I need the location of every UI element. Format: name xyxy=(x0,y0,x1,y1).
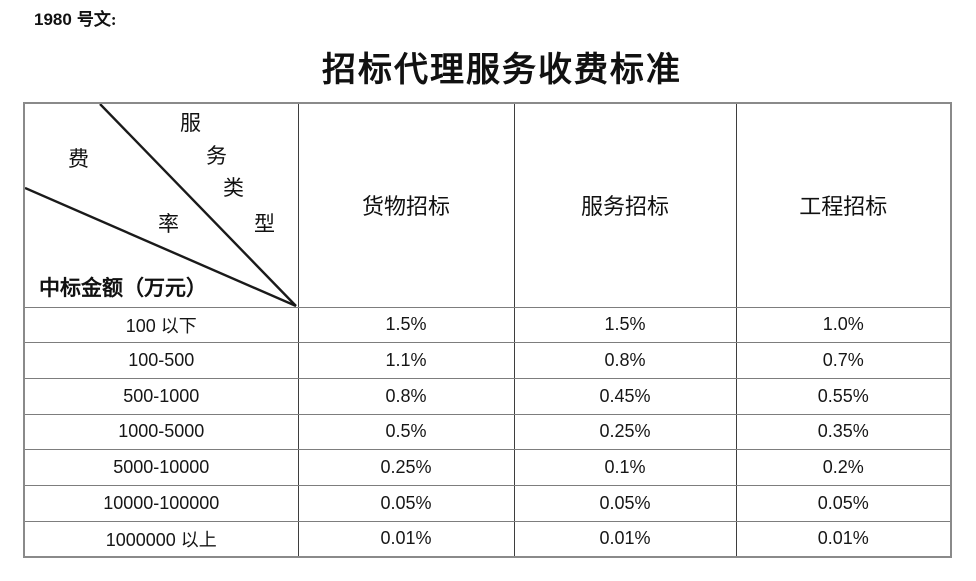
axis-top-char: 务 xyxy=(206,144,227,168)
row-label: 10000-100000 xyxy=(23,484,299,522)
column-header-services: 服务招标 xyxy=(513,102,737,308)
table-cell: 1.5% xyxy=(297,306,515,344)
diagonal-lines xyxy=(25,104,297,306)
table-cell: 0.01% xyxy=(297,520,515,558)
table-cell: 0.01% xyxy=(735,520,952,558)
doc-number-label: 1980 号文: xyxy=(34,5,117,30)
table-cell: 0.05% xyxy=(513,484,737,522)
row-label: 100 以下 xyxy=(23,306,299,344)
table-row: 5000-10000 0.25% 0.1% 0.2% xyxy=(23,449,952,486)
table-row: 100-500 1.1% 0.8% 0.7% xyxy=(23,342,952,379)
table-cell: 1.1% xyxy=(297,342,515,379)
table-cell: 0.01% xyxy=(513,520,737,558)
table-cell: 0.35% xyxy=(735,413,952,451)
table-cell: 1.0% xyxy=(735,306,952,344)
table-cell: 0.5% xyxy=(297,413,515,451)
axis-left-char: 费 xyxy=(68,147,89,171)
column-header-engineering: 工程招标 xyxy=(735,102,952,308)
row-label: 100-500 xyxy=(23,342,299,379)
diagonal-line-upper xyxy=(99,104,297,306)
row-label: 500-1000 xyxy=(23,377,299,415)
axis-top-char: 型 xyxy=(254,212,275,236)
doc-number: 1980 xyxy=(34,10,72,29)
table-cell: 0.1% xyxy=(513,449,737,486)
table-row: 500-1000 0.8% 0.45% 0.55% xyxy=(23,377,952,415)
table-cell: 0.8% xyxy=(297,377,515,415)
row-label: 1000000 以上 xyxy=(23,520,299,558)
diagonal-line-lower xyxy=(25,186,297,306)
doc-number-suffix: 号文: xyxy=(76,10,117,29)
table-cell: 0.05% xyxy=(735,484,952,522)
table-row: 10000-100000 0.05% 0.05% 0.05% xyxy=(23,484,952,522)
row-label: 1000-5000 xyxy=(23,413,299,451)
axis-left-char: 率 xyxy=(158,212,179,236)
table-cell: 0.7% xyxy=(735,342,952,379)
table-cell: 0.45% xyxy=(513,377,737,415)
table-cell: 0.55% xyxy=(735,377,952,415)
table-row: 100 以下 1.5% 1.5% 1.0% xyxy=(23,306,952,344)
row-label: 5000-10000 xyxy=(23,449,299,486)
corner-header-inner: 服 务 类 型 费 率 中标金额（万元） xyxy=(25,104,297,306)
amount-axis-label: 中标金额（万元） xyxy=(39,276,207,300)
table-cell: 0.2% xyxy=(735,449,952,486)
page-title: 招标代理服务收费标准 xyxy=(322,52,682,89)
table-cell: 0.05% xyxy=(297,484,515,522)
table-cell: 0.8% xyxy=(513,342,737,379)
axis-top-char: 服 xyxy=(180,111,201,135)
fee-table: 服 务 类 型 费 率 中标金额（万元） 货物招标 服务招标 工程招标 100 … xyxy=(23,102,952,558)
table-cell: 0.25% xyxy=(297,449,515,486)
table-row: 1000000 以上 0.01% 0.01% 0.01% xyxy=(23,520,952,558)
corner-header-cell: 服 务 类 型 费 率 中标金额（万元） xyxy=(23,102,299,308)
table-row: 1000-5000 0.5% 0.25% 0.35% xyxy=(23,413,952,451)
axis-top-char: 类 xyxy=(223,176,244,200)
header-row: 服 务 类 型 费 率 中标金额（万元） 货物招标 服务招标 工程招标 xyxy=(23,102,952,308)
table-cell: 0.25% xyxy=(513,413,737,451)
table-cell: 1.5% xyxy=(513,306,737,344)
column-header-goods: 货物招标 xyxy=(297,102,515,308)
